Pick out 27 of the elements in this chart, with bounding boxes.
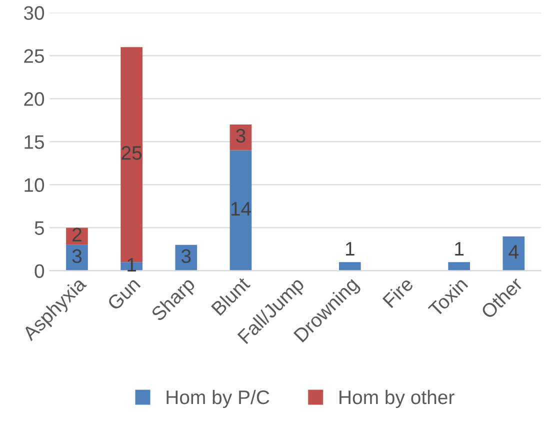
data-label: 3	[181, 249, 191, 264]
data-label: 14	[231, 202, 251, 216]
bar	[230, 150, 252, 271]
y-tick-label: 20	[24, 92, 44, 106]
data-label: 3	[72, 249, 82, 264]
y-tick-label: 10	[24, 178, 44, 192]
y-tick-label: 30	[24, 6, 44, 20]
x-tick-label: Gun	[106, 276, 141, 311]
data-label: 25	[122, 146, 142, 160]
data-label: 1	[346, 242, 354, 256]
data-label: 1	[455, 242, 464, 256]
data-label: 2	[72, 228, 82, 242]
bar	[448, 262, 470, 271]
y-tick-label: 15	[24, 135, 44, 149]
bar	[66, 228, 88, 245]
legend-label: Hom by P/C	[166, 390, 270, 408]
x-tick-label: Fire	[382, 276, 414, 308]
bar	[502, 236, 525, 271]
legend-label: Hom by other	[340, 390, 454, 408]
data-label: 4	[508, 245, 519, 259]
y-tick-label: 25	[24, 49, 44, 63]
y-tick-label: 0	[34, 264, 44, 278]
data-label: 1	[128, 258, 136, 272]
bar	[338, 262, 361, 271]
data-label: 3	[236, 128, 246, 143]
y-tick-label: 5	[34, 221, 44, 235]
bar	[230, 124, 252, 150]
